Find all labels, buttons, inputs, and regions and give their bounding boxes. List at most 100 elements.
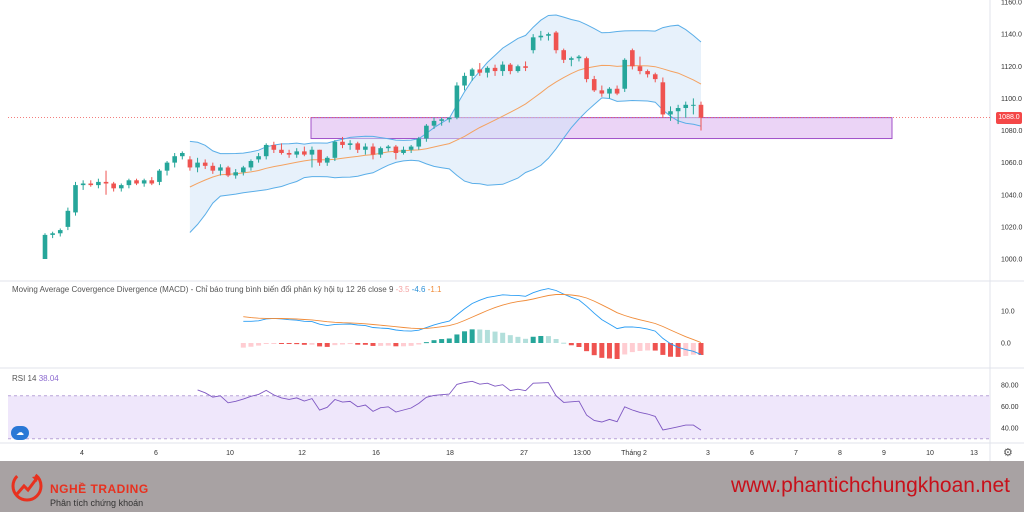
time-tick-label: 3 xyxy=(706,450,710,457)
candle-body xyxy=(241,167,246,173)
candle-body xyxy=(477,69,483,73)
candle-body xyxy=(302,151,307,155)
candle-body xyxy=(80,183,86,186)
candle-body xyxy=(210,165,216,171)
trading-logo-icon xyxy=(11,470,43,502)
candle-body xyxy=(202,162,208,166)
candle-body xyxy=(347,143,353,145)
macd-tick-label: 10.0 xyxy=(1001,309,1015,316)
candle-body xyxy=(424,125,429,139)
macd-histogram-bar xyxy=(431,340,437,343)
time-tick-label: 10 xyxy=(226,450,234,457)
candle-body xyxy=(668,111,673,115)
macd-title: Moving Average Covergence Divergence (MA… xyxy=(12,285,344,294)
candle-body xyxy=(439,119,444,121)
moving-average-line xyxy=(189,64,702,188)
candle-body xyxy=(172,156,177,163)
rsi-band xyxy=(8,395,990,439)
macd-histogram-bar xyxy=(492,331,498,343)
time-tick-label: 18 xyxy=(446,450,454,457)
candle-body xyxy=(622,59,628,89)
price-tick-label: 1080.0 xyxy=(1001,128,1023,135)
candle-body xyxy=(645,71,650,75)
macd-histogram-bar xyxy=(446,338,452,343)
candle-body xyxy=(485,67,490,73)
macd-histogram-bar xyxy=(538,335,544,343)
candle-body xyxy=(180,152,185,157)
bollinger-fill xyxy=(189,15,701,233)
candle-body xyxy=(546,34,551,36)
macd-histogram-bar xyxy=(568,343,574,346)
candle-body xyxy=(218,167,223,171)
candle-body xyxy=(256,156,261,160)
candle-body xyxy=(416,138,422,147)
macd-histogram-bar xyxy=(507,335,513,343)
brand-name: NGHỀ TRADING xyxy=(50,482,149,496)
macd-histogram-bar xyxy=(309,343,315,345)
candle-body xyxy=(576,56,582,59)
macd-histogram-bar xyxy=(591,343,597,356)
price-tick-label: 1160.0 xyxy=(1001,0,1022,7)
macd-histogram-bar xyxy=(439,339,445,343)
macd-value-histogram: -3.5 xyxy=(395,285,410,294)
time-tick-label: 16 xyxy=(372,450,380,457)
last-price-tag: 1088.0 xyxy=(996,112,1022,124)
macd-histogram-bar xyxy=(576,343,582,347)
candle-body xyxy=(614,88,620,94)
macd-histogram-bar xyxy=(622,343,628,355)
rsi-tick-label: 60.00 xyxy=(1001,404,1019,411)
macd-histogram-bar xyxy=(454,334,460,343)
macd-histogram-bar xyxy=(523,338,529,343)
price-tick-label: 1100.0 xyxy=(1001,96,1022,103)
cloud-icon[interactable]: ☁ xyxy=(11,426,29,440)
macd-histogram-bar xyxy=(248,343,254,347)
macd-histogram-bar xyxy=(561,342,567,344)
rsi-tick-label: 80.00 xyxy=(1001,383,1019,390)
macd-histogram-bar xyxy=(530,336,536,343)
candle-body xyxy=(462,75,467,86)
time-tick-label: 13 xyxy=(970,450,978,457)
macd-histogram-bar xyxy=(271,343,277,344)
candle-body xyxy=(42,234,48,259)
macd-histogram-bar xyxy=(477,329,483,343)
gear-icon[interactable]: ⚙ xyxy=(1003,447,1013,459)
macd-histogram-bar xyxy=(362,343,368,345)
candle-body xyxy=(599,90,605,94)
footer-banner xyxy=(0,461,1024,512)
candle-body xyxy=(446,117,452,120)
candle-body xyxy=(691,104,696,106)
candle-body xyxy=(248,161,254,168)
candle-body xyxy=(637,66,643,72)
macd-histogram-bar xyxy=(423,342,429,344)
candle-body xyxy=(332,141,338,158)
candle-body xyxy=(492,67,498,72)
bollinger-lower xyxy=(189,97,702,233)
macd-histogram-bar xyxy=(286,343,292,345)
macd-histogram-bar xyxy=(660,343,666,355)
time-tick-label: 7 xyxy=(794,450,798,457)
macd-histogram-bar xyxy=(317,343,323,347)
candle-body xyxy=(73,185,78,213)
candle-body xyxy=(553,32,559,51)
price-tick-label: 1020.0 xyxy=(1001,224,1023,231)
candle-body xyxy=(324,157,330,163)
price-tick-label: 1140.0 xyxy=(1001,32,1022,39)
macd-histogram-bar xyxy=(690,343,696,355)
candle-body xyxy=(683,104,689,109)
macd-histogram-bar xyxy=(378,343,384,346)
candle-body xyxy=(508,64,513,72)
macd-histogram-bar xyxy=(256,343,262,346)
candle-body xyxy=(118,185,124,189)
website-link[interactable]: www.phantichchungkhoan.net xyxy=(730,474,1010,497)
candle-body xyxy=(317,149,322,163)
macd-histogram-bar xyxy=(515,336,521,343)
candle-body xyxy=(294,151,300,155)
candle-body xyxy=(149,180,155,184)
price-tick-label: 1060.0 xyxy=(1001,160,1023,167)
time-tick-label: 27 xyxy=(520,450,528,457)
time-tick-label: Tháng 2 xyxy=(621,450,647,457)
candle-body xyxy=(591,79,597,91)
macd-histogram-bar xyxy=(553,339,559,343)
macd-value-line: -4.6 xyxy=(411,285,426,294)
bollinger-upper xyxy=(189,14,702,155)
